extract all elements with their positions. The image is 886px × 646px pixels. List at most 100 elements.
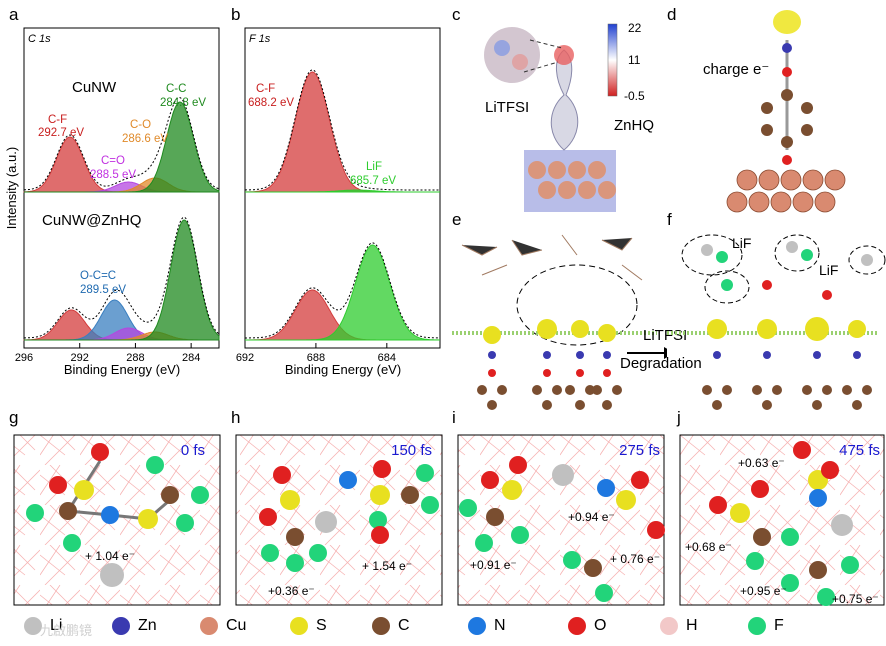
- xps-b-tick-label-1: 688: [307, 352, 325, 364]
- legend-c-swatch: [372, 617, 390, 635]
- charge-j-3: +0.95 e⁻: [740, 584, 787, 598]
- xps-b-sample1-peak1: [245, 244, 440, 341]
- peak-label-b-cf: C-F: [256, 83, 275, 95]
- legend-o-label: O: [594, 617, 607, 634]
- xps-b-sample1-envelope: [245, 242, 440, 339]
- panel-label-b: b: [231, 5, 241, 24]
- legend-zn: Zn: [112, 617, 157, 635]
- legend-h-swatch: [660, 617, 678, 635]
- ticks-b: 692 688 684: [236, 343, 396, 364]
- plot-frame-b: [244, 27, 441, 349]
- ylabel-a: Intensity (a.u.): [4, 147, 19, 229]
- reaction-region: [516, 264, 638, 346]
- peak-label-occ: O-C=C: [80, 270, 116, 282]
- peak-label-cc: C-C: [166, 83, 186, 95]
- panel-label-i: i: [452, 408, 456, 427]
- panel-label-j: j: [677, 408, 681, 427]
- panel-d-model: charge e⁻: [703, 10, 846, 213]
- panel-e-model: [452, 234, 667, 410]
- peak-value-co: 286.6 eV: [122, 133, 168, 145]
- panel-label-f: f: [667, 210, 672, 229]
- legend-cu-swatch: [200, 617, 218, 635]
- label-litfsi: LiTFSI: [485, 99, 529, 116]
- legend-li: Li: [24, 617, 62, 635]
- xps-charts: 296 292 288 284 692 688 684 C 1s F 1s Binding…: [4, 27, 441, 377]
- charge-i-2: +0.91 e⁻: [470, 558, 517, 572]
- arrow-label-degradation: Degradation: [620, 355, 702, 372]
- legend-zn-label: Zn: [138, 617, 157, 634]
- region-label-a: C 1s: [28, 33, 51, 45]
- legend-s: S: [290, 617, 327, 635]
- xps-a-tick-label-0: 296: [15, 352, 33, 364]
- legend-c: C: [372, 617, 410, 635]
- legend-s-swatch: [290, 617, 308, 635]
- peak-value-occ: 289.5 eV: [80, 284, 126, 296]
- label-znhq: ZnHQ: [614, 117, 654, 134]
- xps-b-sample0-peak1: [245, 189, 440, 193]
- xps-b-tick-label-2: 684: [378, 352, 396, 364]
- peak-value-cc: 284.8 eV: [160, 97, 206, 109]
- peak-label-cf: C-F: [48, 114, 67, 126]
- legend-n: N: [468, 617, 506, 635]
- time-i: 275 fs: [619, 442, 660, 459]
- charge-i-3: + 0.76 e⁻: [610, 552, 660, 566]
- xps-b-tick-label-0: 692: [236, 352, 254, 364]
- legend-zn-swatch: [112, 617, 130, 635]
- label-cunw-znhq: CuNW@ZnHQ: [42, 212, 141, 229]
- xps-a-tick-label-1: 292: [71, 352, 89, 364]
- charge-i-1: +0.94 e⁻: [568, 510, 615, 524]
- charge-h-2: + 1.54 e⁻: [362, 559, 412, 573]
- xps-a-tick-label-2: 288: [126, 352, 144, 364]
- lif-label-1: LiF: [732, 235, 752, 251]
- label-cunw: CuNW: [72, 79, 117, 96]
- xlabel-b: Binding Energy (eV): [285, 362, 401, 377]
- xps-a-tick-label-3: 284: [182, 352, 200, 364]
- panel-label-h: h: [231, 408, 241, 427]
- peaks-a: [23, 97, 220, 341]
- colorbar-min: -0.5: [624, 89, 645, 103]
- colorbar: [607, 23, 618, 97]
- legend-n-swatch: [468, 617, 486, 635]
- legend-f-label: F: [774, 617, 784, 634]
- legend-li-label: Li: [50, 617, 63, 634]
- panel-f-model: [667, 234, 886, 410]
- legend-o: O: [568, 617, 606, 635]
- charge-g: + 1.04 e⁻: [85, 549, 135, 563]
- litfsi-molecule: [484, 27, 540, 83]
- legend-h-label: H: [686, 617, 698, 634]
- label-charge: charge e⁻: [703, 61, 769, 78]
- panel-label-g: g: [9, 408, 19, 427]
- panel-label-e: e: [452, 210, 462, 229]
- charge-cloud: [773, 10, 801, 34]
- panel-c-model: 22 11 -0.5 LiTFSI ZnHQ: [484, 21, 654, 212]
- legend-cu-label: Cu: [226, 617, 247, 634]
- time-g: 0 fs: [181, 442, 205, 459]
- xlabel-a: Binding Energy (eV): [64, 362, 180, 377]
- charge-j-1: +0.63 e⁻: [738, 456, 785, 470]
- legend-o-swatch: [568, 617, 586, 635]
- charge-j-2: +0.68 e⁻: [685, 540, 732, 554]
- ticks-a: 296 292 288 284: [15, 343, 200, 364]
- peak-value-b-cf: 688.2 eV: [248, 97, 294, 109]
- region-label-b: F 1s: [249, 33, 271, 45]
- legend-f: F: [748, 617, 784, 635]
- aimd-panels: 0 fs 150 fs 275 fs 475 fs + 1.04 e⁻ +0.3…: [13, 434, 885, 606]
- cu-surface: [524, 150, 616, 212]
- legend-c-label: C: [398, 617, 410, 634]
- legend-n-label: N: [494, 617, 506, 634]
- peak-value-lif: 685.7 eV: [350, 175, 396, 187]
- legend-h: H: [660, 617, 698, 635]
- time-j: 475 fs: [839, 442, 880, 459]
- peak-label-co: C-O: [130, 119, 151, 131]
- xps-a-sample1-peak4: [24, 219, 220, 341]
- charge-j-4: +0.75 e⁻: [832, 592, 879, 606]
- peak-value-cf: 292.7 eV: [38, 127, 84, 139]
- panel-label-d: d: [667, 5, 677, 24]
- legend-cu: Cu: [200, 617, 246, 635]
- legend-li-swatch: [24, 617, 42, 635]
- panel-label-a: a: [9, 5, 19, 24]
- xps-a-sample0-peak3: [24, 101, 220, 193]
- xps-a-sample1-envelope: [24, 216, 220, 339]
- watermark: 九啟鹏镜: [40, 623, 93, 638]
